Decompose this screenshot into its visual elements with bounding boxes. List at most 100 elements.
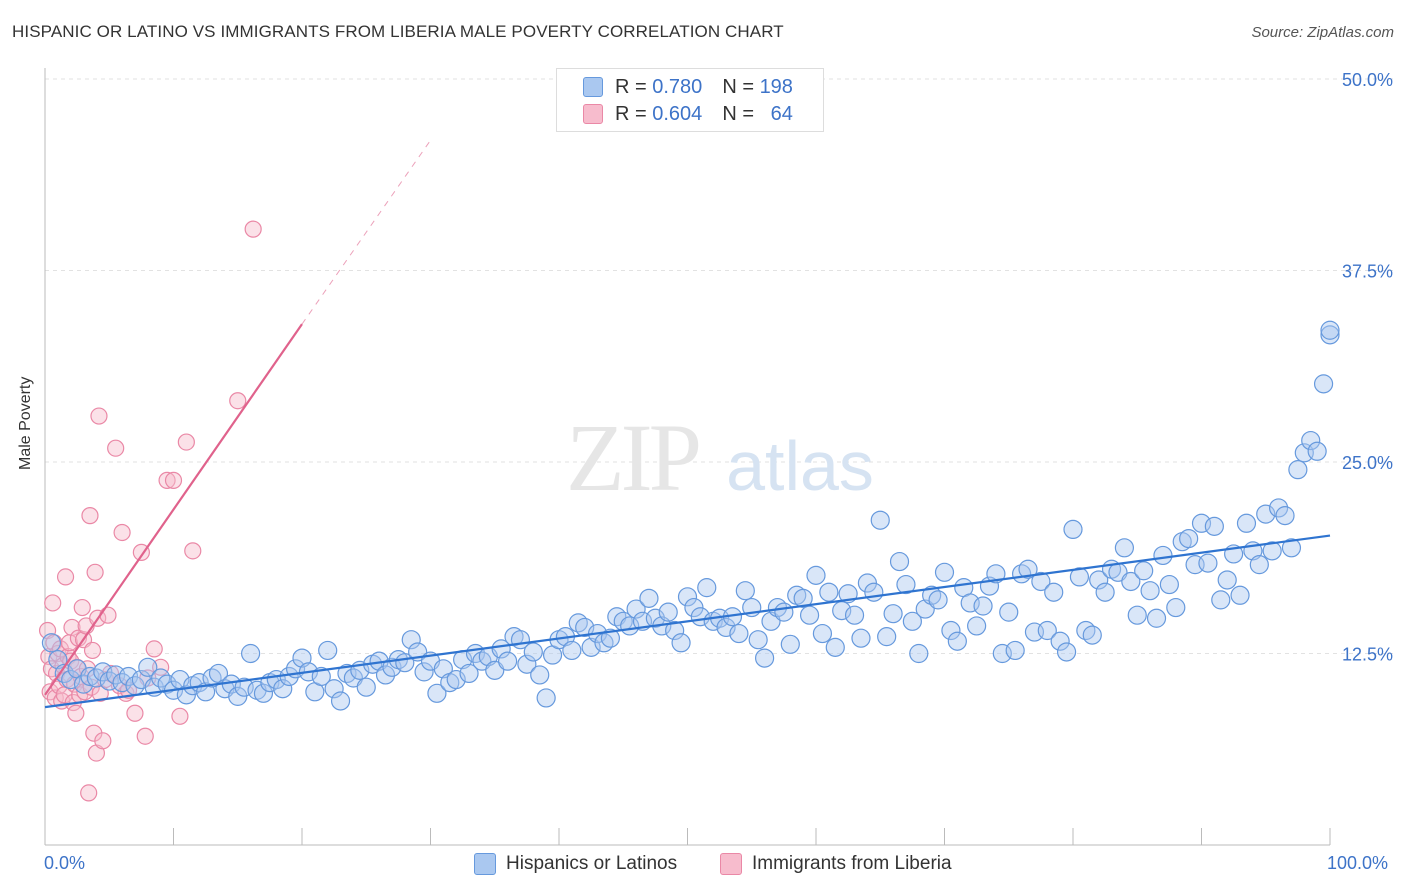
data-point-hispanic [382,657,402,677]
data-point-liberia [99,606,117,624]
data-point-hispanic [1095,582,1115,602]
data-point-liberia [94,732,112,750]
data-point-liberia [81,507,99,525]
data-point-hispanic [1050,631,1070,651]
legend-r-value: 0.604 [652,102,703,125]
series-hispanic-points [41,320,1340,711]
data-point-liberia [152,658,170,676]
legend-n-value: 64 [770,102,793,125]
legend-item-liberia[interactable]: Immigrants from Liberia [720,851,952,877]
data-point-hispanic [1056,642,1077,662]
data-point-liberia [107,439,125,457]
data-point-hispanic [1063,519,1083,540]
data-point-hispanic [318,640,338,661]
data-point-liberia [244,220,262,238]
data-point-hispanic [1018,559,1038,579]
data-point-hispanic [889,551,910,572]
data-point-liberia [158,471,176,489]
data-point-hispanic [973,596,993,616]
y-axis-label: Male Poverty [17,376,34,470]
data-point-hispanic [729,623,749,644]
data-point-hispanic [754,648,775,668]
legend-r-label: R = [615,102,647,125]
legend-n-label: N = [722,75,754,98]
legend-swatch-liberia [720,853,742,875]
data-point-liberia [63,618,81,637]
data-point-hispanic [401,630,421,650]
legend-swatch-hispanic [474,853,496,875]
watermark: ZIP atlas [566,404,874,511]
data-point-hispanic [1114,538,1135,558]
data-point-hispanic [986,564,1006,584]
data-point-liberia [73,598,91,617]
data-point-hispanic [639,588,659,608]
data-point-liberia [229,392,247,410]
y-tick-label: 12.5% [1342,645,1393,665]
trend-line-liberia [44,323,303,696]
data-point-hispanic [41,633,62,653]
data-point-hispanic [1320,320,1340,340]
data-point-hispanic [530,665,550,685]
data-point-hispanic [819,582,839,602]
data-point-hispanic [825,637,845,657]
data-point-liberia [113,523,131,542]
legend-n-label: N = [722,102,754,125]
data-point-hispanic [324,679,344,699]
data-point-hispanic [1217,570,1237,590]
data-point-hispanic [1140,581,1160,601]
data-point-hispanic [883,604,903,624]
data-point-hispanic [909,643,929,664]
data-point-hispanic [1005,640,1025,661]
legend-label-liberia: Immigrants from Liberia [752,853,952,874]
legend-item-hispanic[interactable]: Hispanics or Latinos [474,851,677,877]
data-point-hispanic [902,611,922,631]
data-point-hispanic [1320,325,1340,345]
data-point-hispanic [928,590,948,610]
data-point-hispanic [491,639,511,659]
data-point-hispanic [1127,605,1147,625]
watermark-atlas: atlas [726,427,874,505]
data-point-hispanic [748,630,768,650]
data-point-hispanic [896,574,916,595]
data-point-hispanic [1121,571,1141,592]
axes [44,68,1331,846]
data-point-hispanic [844,605,865,625]
data-point-hispanic [774,602,794,622]
data-point-liberia [126,704,144,722]
data-point-hispanic [1313,374,1334,394]
data-point-hispanic [61,669,81,690]
y-tick-labels: 12.5% 25.0% 37.5% 50.0% [1342,70,1393,665]
legend-swatch-hispanic [583,77,603,97]
data-point-hispanic [273,679,293,699]
trend-lines [44,139,1331,709]
data-point-hispanic [1230,585,1250,605]
y-tick-label: 50.0% [1342,70,1393,90]
data-point-hispanic [806,565,826,585]
data-point-liberia [86,563,104,581]
data-point-hispanic [1031,571,1051,592]
data-point-hispanic [1268,498,1289,518]
data-point-liberia [164,471,183,489]
data-point-hispanic [1166,597,1186,618]
data-point-hispanic [1211,590,1231,610]
data-point-hispanic [947,631,967,651]
data-point-hispanic [1198,553,1218,573]
data-point-liberia [83,641,102,660]
data-point-hispanic [356,677,376,697]
data-point-liberia [67,704,85,722]
legend-row-hispanic: R = 0.780 N = 198 [583,74,793,100]
data-point-hispanic [941,620,961,641]
source-text: Source: ZipAtlas.com [1251,24,1394,41]
data-point-liberia [56,568,75,586]
data-point-hispanic [80,666,100,687]
data-point-liberia [80,784,98,802]
data-point-hispanic [523,642,543,662]
data-point-hispanic [799,605,820,625]
correlation-legend: R = 0.780 N = 198 R = 0.604 N = 64 [556,68,824,132]
data-point-hispanic [877,627,897,647]
x-tick-label-min: 0.0% [44,853,86,873]
data-point-hispanic [138,657,158,677]
data-point-liberia [145,640,163,658]
data-point-liberia [90,407,108,425]
